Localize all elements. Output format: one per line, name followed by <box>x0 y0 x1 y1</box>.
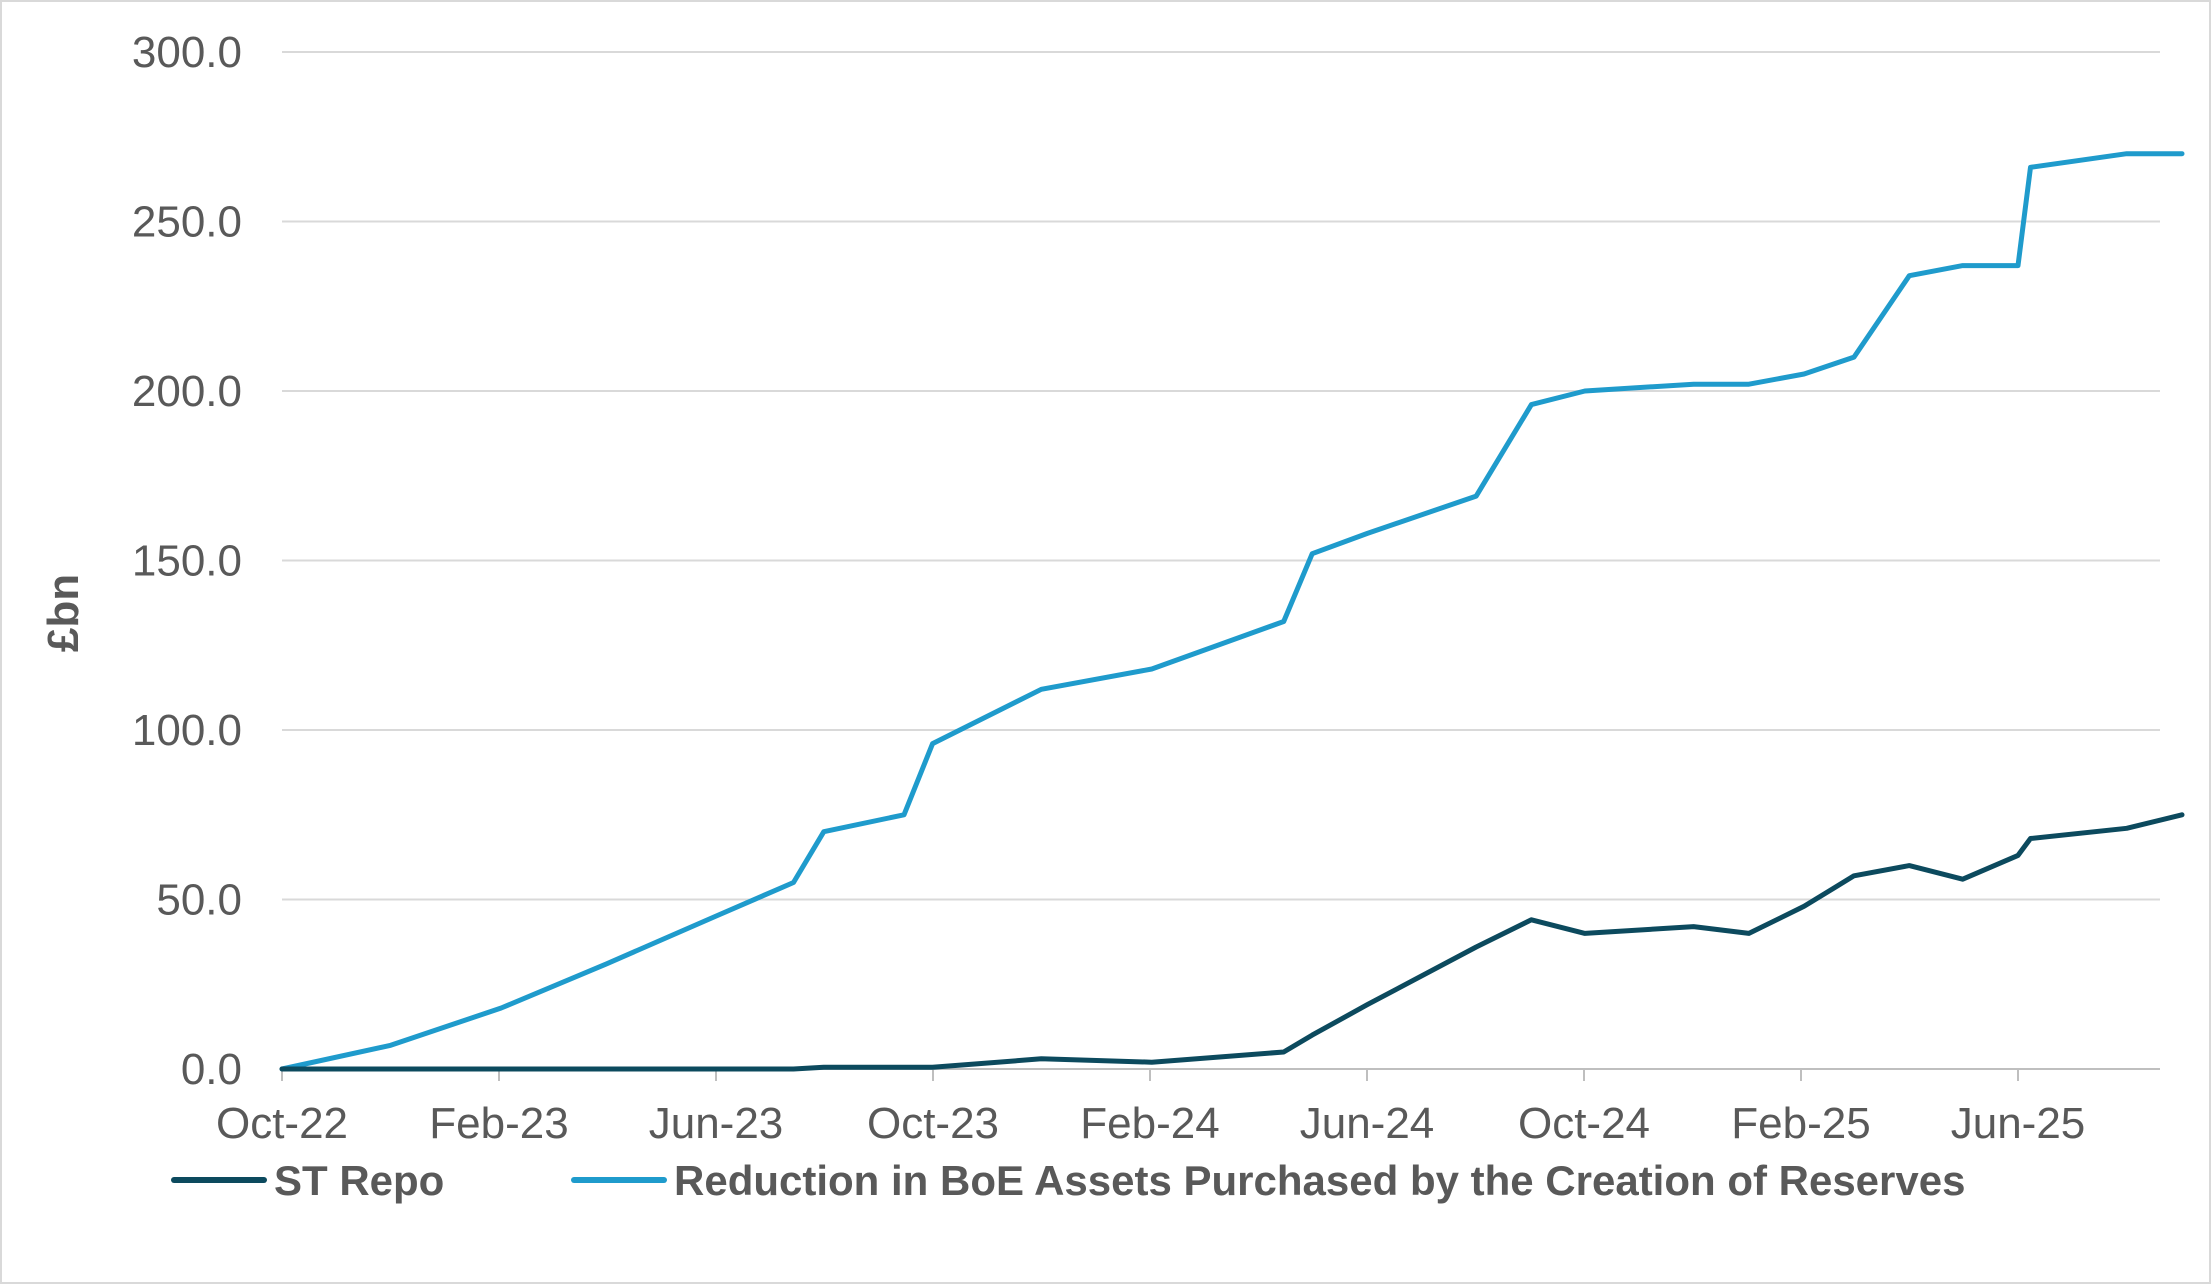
x-tick-label: Jun-23 <box>649 1099 784 1148</box>
x-tick-label: Feb-25 <box>1731 1099 1870 1148</box>
series-line <box>279 812 2185 1072</box>
legend-label: Reduction in BoE Assets Purchased by the… <box>674 1157 1965 1204</box>
series-line <box>279 151 2185 1072</box>
legend: ST Repo Reduction in BoE Assets Purchased… <box>171 1157 1965 1204</box>
x-tick-label: Feb-24 <box>1080 1099 1219 1148</box>
y-axis-label: £bn <box>39 574 88 652</box>
y-tick-label: 200.0 <box>132 367 242 416</box>
x-tick-label: Oct-23 <box>867 1099 999 1148</box>
y-tick-label: 250.0 <box>132 198 242 247</box>
y-tick-label: 100.0 <box>132 706 242 755</box>
x-tick-label: Oct-22 <box>216 1099 348 1148</box>
x-tick-label: Jun-24 <box>1300 1099 1435 1148</box>
y-tick-label: 50.0 <box>156 876 242 925</box>
series-lines <box>279 151 2185 1072</box>
gridlines <box>282 51 2160 901</box>
y-tick-label: 300.0 <box>132 28 242 77</box>
y-axis-ticks: 0.0 50.0 100.0 150.0 200.0 250.0 300.0 <box>132 28 242 1094</box>
legend-label: ST Repo <box>274 1157 444 1204</box>
x-axis-ticks: Oct-22 Feb-23 Jun-23 Oct-23 Feb-24 Jun-24 Oct-… <box>216 1069 2085 1148</box>
x-tick-label: Oct-24 <box>1518 1099 1650 1148</box>
x-tick-label: Feb-23 <box>429 1099 568 1148</box>
y-tick-label: 150.0 <box>132 537 242 586</box>
y-tick-label: 0.0 <box>181 1045 242 1094</box>
x-tick-label: Jun-25 <box>1951 1099 2086 1148</box>
